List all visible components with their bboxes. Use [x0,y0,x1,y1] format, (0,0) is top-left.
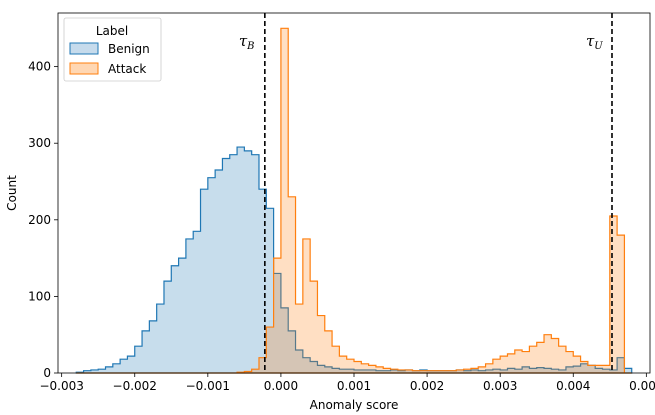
x-tick-label: −0.001 [186,379,230,393]
series-fill-benign [76,147,632,373]
y-tick-label: 300 [28,136,51,150]
y-tick-label: 200 [28,213,51,227]
x-tick-label: 0.001 [337,379,371,393]
threshold-label-tau_B: τB [239,32,255,52]
x-tick-label: −0.003 [39,379,83,393]
x-tick-label: −0.002 [113,379,157,393]
y-tick-label: 100 [28,289,51,303]
x-tick-label: 0.000 [264,379,298,393]
x-tick-label: 0.003 [483,379,517,393]
x-axis-label: Anomaly score [310,398,399,412]
threshold-subscript-tau_B: B [246,41,254,52]
legend: Label Benign Attack [63,17,162,82]
y-axis-label: Count [5,175,19,211]
series-benign [75,146,633,374]
x-tick-label: 0.002 [410,379,444,393]
x-tick-label: 0.005 [629,379,655,393]
legend-swatch-benign [69,42,99,55]
y-tick-label: 0 [43,366,51,380]
legend-title: Label [96,24,128,38]
legend-swatch-attack [69,62,99,75]
x-axis: −0.003 −0.002 −0.001 0.000 0.001 0.002 0.003 0.… [39,373,655,393]
x-tick-label: 0.004 [556,379,590,393]
legend-label-attack: Attack [108,62,146,76]
y-axis: 0 100 200 300 400 [28,60,58,380]
legend-label-benign: Benign [108,42,150,56]
y-tick-label: 400 [28,60,51,74]
threshold-label-tau_U: τU [586,32,603,52]
threshold-subscript-tau_U: U [594,41,603,52]
series-outline-benign [75,146,633,374]
